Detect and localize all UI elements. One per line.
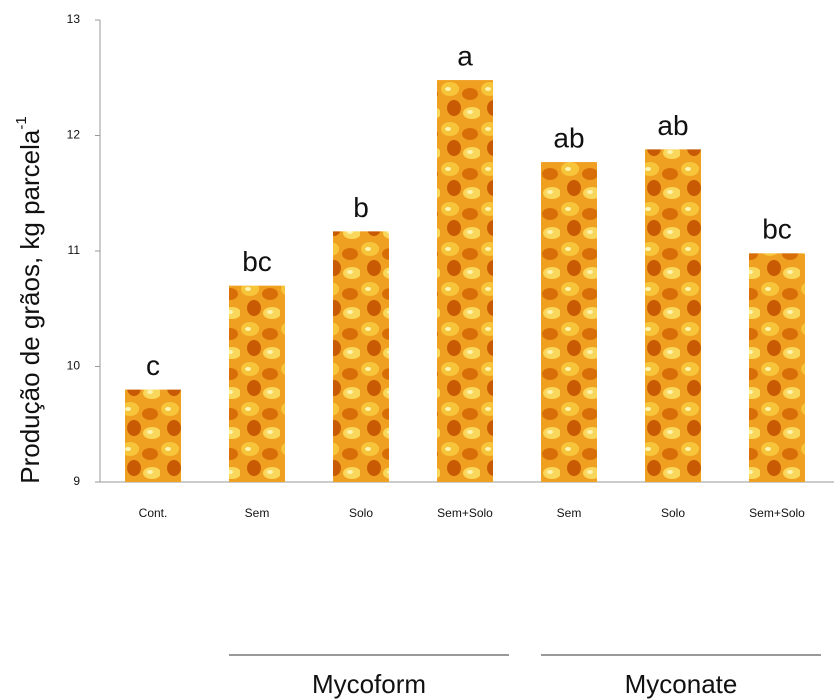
y-tick-label: 12 [67,128,81,142]
bar-annotation: ab [553,122,584,153]
y-axis-label: Produção de grãos, kg parcela-1 [13,116,45,483]
y-tick-label: 13 [67,12,81,26]
x-tick-label: Solo [349,506,373,520]
bar [333,231,389,482]
bar-annotation: c [146,350,160,381]
group-label: Mycoform [312,669,426,699]
bar-annotation: bc [762,214,792,245]
y-axis-label-sup: -1 [13,116,30,129]
x-tick-label: Sem [245,506,270,520]
y-axis-label-main: Produção de grãos, kg parcela [15,129,45,484]
bar [645,149,701,482]
y-tick-label: 9 [73,474,80,488]
y-tick-label: 10 [67,359,81,373]
x-tick-label: Solo [661,506,685,520]
x-tick-label: Sem [557,506,582,520]
x-tick-label: Sem+Solo [749,506,805,520]
x-tick-label: Sem+Solo [437,506,493,520]
bar-annotation: ab [657,110,688,141]
chart: Produção de grãos, kg parcela-1 9 10 11 12 1… [0,0,834,700]
bar [749,253,805,482]
bar [229,286,285,482]
y-tick-label: 11 [68,243,81,257]
bar [437,80,493,482]
bar [541,162,597,482]
bar [125,390,181,482]
bar-annotation: b [353,192,369,223]
group-label: Myconate [625,669,738,699]
x-tick-label: Cont. [139,506,168,520]
bar-annotation: bc [242,246,272,277]
bar-annotation: a [457,40,473,71]
